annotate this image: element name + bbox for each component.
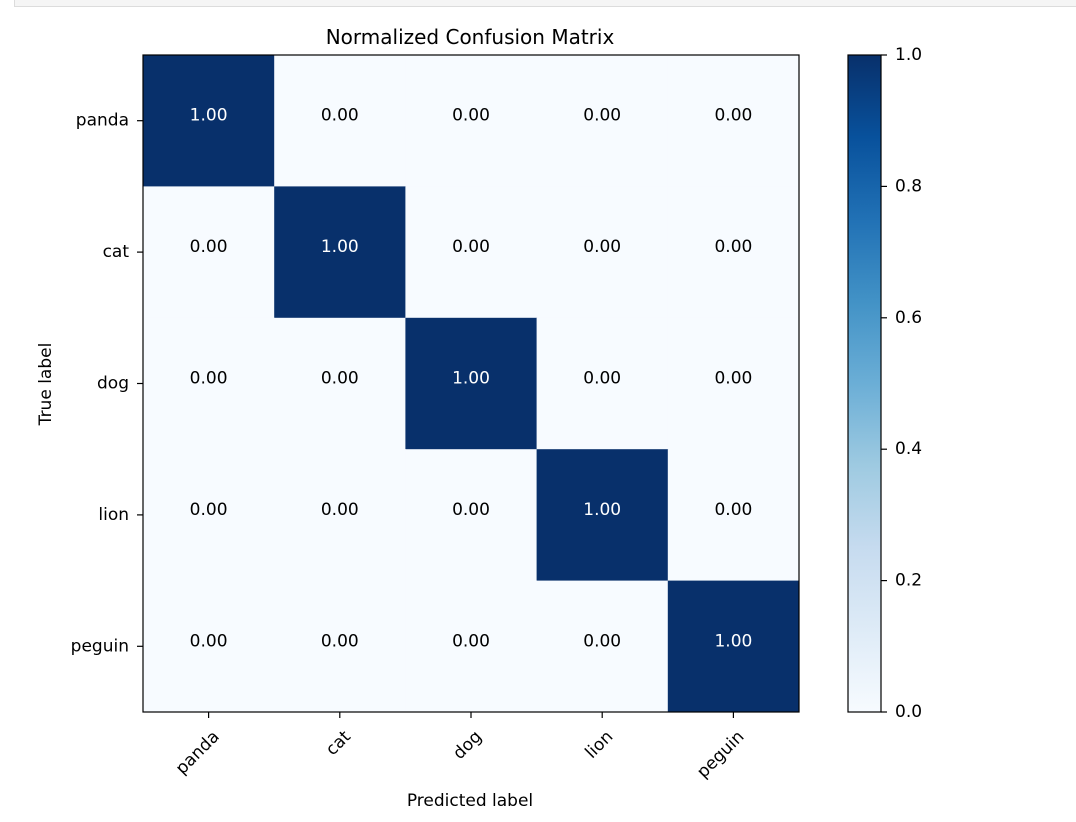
cell-value-label: 0.00 <box>321 500 359 520</box>
heatmap-cell <box>667 317 800 450</box>
notebook-output-top-bar <box>14 0 1076 7</box>
cell-value-label: 1.00 <box>321 237 359 257</box>
heatmap-cell <box>667 580 800 713</box>
y-tick-label: dog <box>97 374 129 394</box>
heatmap-cell <box>274 186 406 319</box>
colorbar-tick-label: 0.8 <box>895 176 922 196</box>
heatmap-cell <box>405 55 538 187</box>
cell-value-label: 0.00 <box>714 237 752 257</box>
y-tick-label: cat <box>103 242 130 262</box>
cell-value-label: 0.00 <box>714 106 752 126</box>
cell-value-label: 1.00 <box>714 631 752 651</box>
heatmap-cell <box>405 449 538 582</box>
cell-value-label: 0.00 <box>452 631 490 651</box>
y-axis-ticks: panda cat dog lion peguin <box>71 111 143 656</box>
heatmap-cell <box>143 580 275 713</box>
cell-value-label: 1.00 <box>452 369 490 389</box>
cell-value-label: 1.00 <box>190 106 228 126</box>
cell-value-label: 0.00 <box>190 631 228 651</box>
heatmap-cell <box>405 580 538 713</box>
cell-value-label: 0.00 <box>583 631 621 651</box>
heatmap-cell <box>274 317 406 450</box>
heatmap-cell <box>536 186 669 319</box>
cell-value-label: 0.00 <box>714 369 752 389</box>
cell-value-label: 0.00 <box>190 237 228 257</box>
heatmap-cell <box>274 449 406 582</box>
cell-value-label: 0.00 <box>714 500 752 520</box>
heatmap-cell <box>274 580 406 713</box>
heatmap-cell <box>536 580 669 713</box>
heatmap-cell <box>667 55 800 187</box>
colorbar-ticks: 0.0 0.2 0.4 0.6 0.8 1.0 <box>881 45 922 722</box>
x-axis-label: Predicted label <box>407 791 533 811</box>
cell-value-label: 0.00 <box>583 106 621 126</box>
cell-value-label: 0.00 <box>583 369 621 389</box>
cell-value-label: 0.00 <box>190 369 228 389</box>
heatmap-cell <box>405 186 538 319</box>
colorbar-frame <box>847 54 882 713</box>
cell-value-label: 0.00 <box>452 106 490 126</box>
heatmap-cell <box>667 186 800 319</box>
x-tick-label: panda <box>172 727 224 779</box>
x-tick-label: cat <box>322 727 355 760</box>
heatmap-cell <box>143 317 275 450</box>
y-tick-label: lion <box>98 505 129 525</box>
cell-value-label: 0.00 <box>321 106 359 126</box>
heatmap-cell <box>536 449 669 582</box>
heatmap-cell <box>536 55 669 187</box>
cell-value-label: 0.00 <box>321 631 359 651</box>
cell-value-label: 0.00 <box>452 500 490 520</box>
colorbar-tick-label: 0.4 <box>895 439 922 459</box>
colorbar-tick-label: 1.0 <box>895 45 922 65</box>
cell-value-label: 0.00 <box>452 237 490 257</box>
y-tick-label: peguin <box>71 636 129 656</box>
chart-title: Normalized Confusion Matrix <box>326 25 615 49</box>
x-tick-label: peguin <box>693 727 748 782</box>
y-axis-label: True label <box>36 343 56 427</box>
heatmap-cell <box>667 449 800 582</box>
heatmap-cells: 1.00 0.00 0.00 0.00 0.00 0.00 1.00 0.00 0.00 0.00… <box>143 55 800 713</box>
colorbar-tick-label: 0.0 <box>895 702 922 722</box>
heatmap-cell <box>536 317 669 450</box>
x-tick-label: dog <box>449 727 486 764</box>
colorbar-tick-label: 0.2 <box>895 571 922 591</box>
cell-value-label: 1.00 <box>583 500 621 520</box>
cell-value-label: 0.00 <box>321 369 359 389</box>
colorbar-tick-label: 0.6 <box>895 308 922 328</box>
heatmap-cell <box>143 186 275 319</box>
x-axis-ticks: panda cat dog lion peguin <box>172 712 748 782</box>
colorbar-gradient <box>848 55 881 712</box>
cell-value-label: 0.00 <box>583 237 621 257</box>
heatmap-cell <box>143 55 275 187</box>
y-tick-label: panda <box>76 111 129 131</box>
heatmap-cell <box>143 449 275 582</box>
heatmap-cell <box>274 55 406 187</box>
cell-value-label: 0.00 <box>190 500 228 520</box>
x-tick-label: lion <box>581 727 617 763</box>
heatmap-cell <box>405 317 538 450</box>
